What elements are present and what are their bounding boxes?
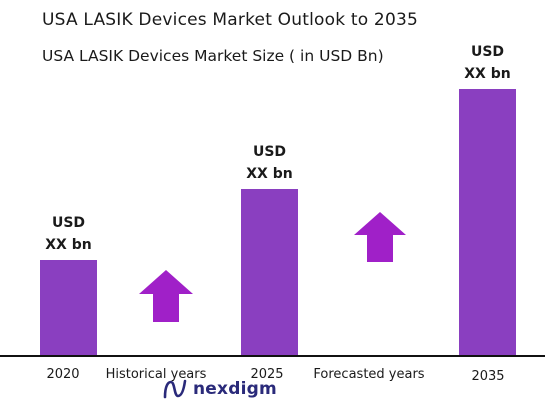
nexdigm-logo: nexdigm: [162, 378, 277, 400]
value-label-currency: USD: [51, 215, 86, 231]
nexdigm-logo-icon: [163, 379, 187, 399]
value-label-amount: XX bn: [246, 165, 293, 182]
value-label-currency: USD: [252, 143, 287, 160]
bar-value-label-2025: USD XX bn: [220, 141, 320, 185]
value-label-amount: XX bn: [464, 66, 511, 82]
x-tick-label-2020: 2020: [46, 367, 80, 382]
x-tick-label-2035: 2035: [471, 369, 505, 384]
forecast-growth-arrow-icon: [354, 212, 406, 262]
chart-title: USA LASIK Devices Market Outlook to 2035: [42, 10, 418, 30]
logo-text: nexdigm: [193, 379, 277, 399]
value-label-currency: USD: [470, 44, 505, 60]
x-tick-label-2025: 2025: [250, 367, 284, 382]
bar-value-label-2035: USD XX bn: [438, 41, 538, 85]
chart-subtitle: USA LASIK Devices Market Size ( in USD B…: [42, 47, 384, 65]
bar-2020: [40, 260, 97, 355]
bar-value-label-2020: USD XX bn: [19, 212, 119, 256]
forecasted-years-label: Forecasted years: [313, 367, 425, 382]
historical-growth-arrow-icon: [139, 270, 193, 322]
bar-2035: [459, 89, 516, 355]
bar-2025: [241, 188, 298, 355]
value-label-amount: XX bn: [45, 237, 92, 253]
x-axis-line: [0, 355, 545, 357]
historical-years-label: Historical years: [105, 367, 207, 382]
